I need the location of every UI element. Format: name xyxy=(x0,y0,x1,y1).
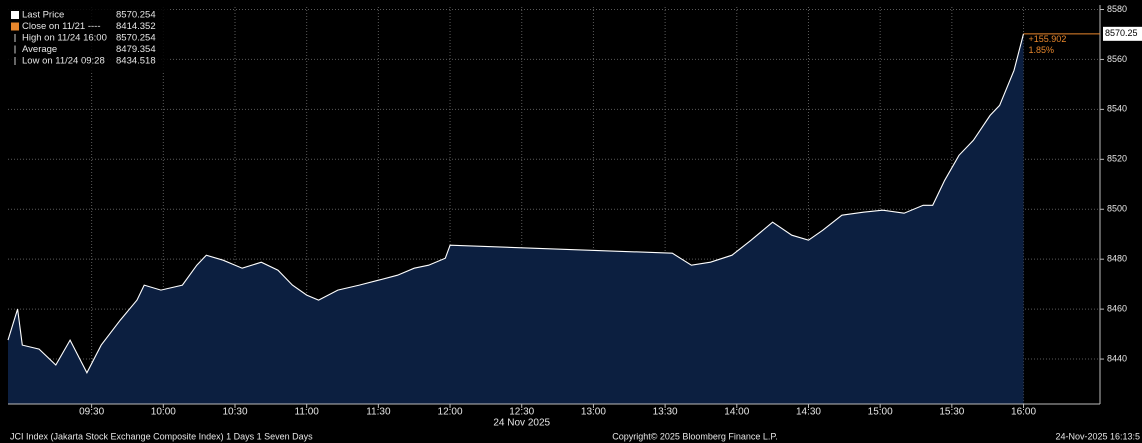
legend-value: 8434.518 xyxy=(116,56,156,67)
x-tick-label: 14:30 xyxy=(796,407,821,418)
x-tick-label: 12:30 xyxy=(509,407,534,418)
legend-icon xyxy=(11,11,19,19)
legend-label: Average xyxy=(22,44,57,55)
legend-label: Last Price xyxy=(22,10,64,21)
legend-value: 8570.254 xyxy=(116,33,156,44)
date-label: 24 Nov 2025 xyxy=(493,418,550,429)
legend-label: High on 11/24 16:00 xyxy=(22,33,107,44)
y-tick-label: 8560 xyxy=(1107,54,1127,64)
legend-value: 8479.354 xyxy=(116,44,156,55)
y-tick-label: 8440 xyxy=(1107,353,1127,363)
x-tick-label: 09:30 xyxy=(79,407,104,418)
x-tick-label: 10:30 xyxy=(222,407,247,418)
y-tick-label: 8540 xyxy=(1107,104,1127,114)
y-tick-label: 8520 xyxy=(1107,154,1127,164)
x-tick-label: 10:00 xyxy=(151,407,176,418)
change-label: +155.902 xyxy=(1029,34,1067,44)
last-price-label: 8570.25 xyxy=(1105,28,1138,38)
x-tick-label: 14:00 xyxy=(724,407,749,418)
plot xyxy=(7,7,1100,405)
x-tick-label: 15:00 xyxy=(868,407,893,418)
x-tick-label: 11:30 xyxy=(366,407,391,418)
x-tick-label: 16:00 xyxy=(1011,407,1036,418)
x-tick-label: 11:00 xyxy=(295,407,320,418)
area xyxy=(8,33,1024,405)
legend-label: Low on 11/24 09:28 xyxy=(22,56,105,67)
last-price-box xyxy=(1103,26,1142,41)
x-tick-label: 13:00 xyxy=(581,407,606,418)
footer-left: JCI Index (Jakarta Stock Exchange Compos… xyxy=(10,431,313,441)
y-tick-label: 8500 xyxy=(1107,204,1127,214)
x-tick-label: 15:30 xyxy=(939,407,964,418)
line xyxy=(7,33,1025,375)
legend-value: 8414.352 xyxy=(116,21,156,32)
footer-center: Copyright© 2025 Bloomberg Finance L.P. xyxy=(612,431,778,441)
y-tick-label: 8580 xyxy=(1107,4,1127,14)
legend-box xyxy=(8,7,168,71)
y-tick-label: 8480 xyxy=(1107,254,1127,264)
legend-icon xyxy=(11,22,19,31)
change-pct-label: 1.85% xyxy=(1029,45,1055,55)
footer-right: 24-Nov-2025 16:13:5 xyxy=(1055,431,1140,441)
legend-value: 8570.254 xyxy=(116,10,156,21)
x-tick-label: 12:00 xyxy=(438,407,463,418)
legend-label: Close on 11/21 ---- xyxy=(22,21,101,32)
y-tick-label: 8460 xyxy=(1107,303,1127,313)
x-tick-label: 13:30 xyxy=(653,407,678,418)
